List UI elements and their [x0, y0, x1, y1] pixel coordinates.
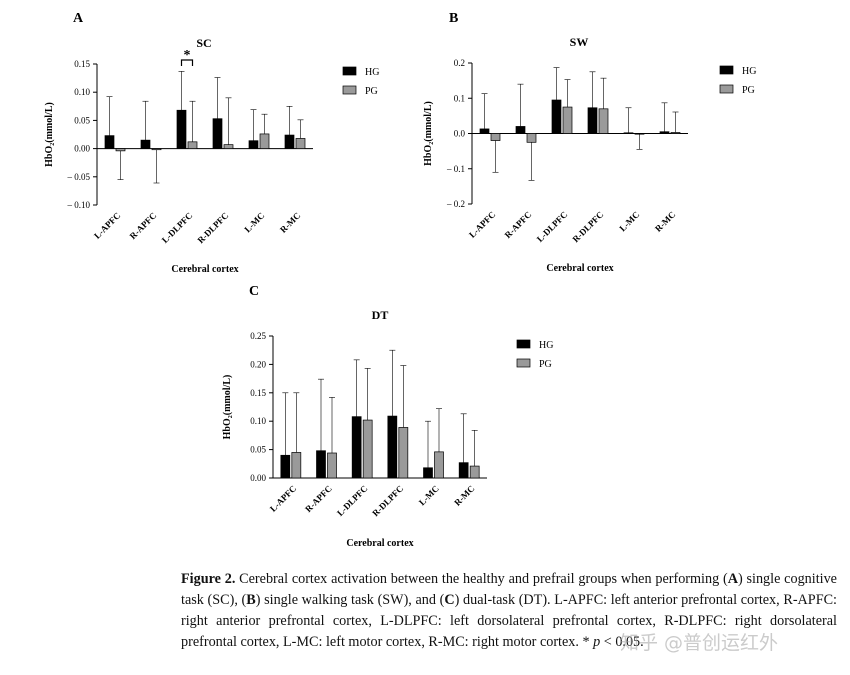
bar-pg — [469, 465, 480, 479]
bar-hg — [280, 454, 291, 479]
y-tick-label: 0.15 — [74, 59, 90, 69]
legend-swatch-hg — [719, 65, 734, 75]
panel-letter: C — [249, 284, 259, 299]
caption-p: p — [593, 634, 601, 650]
y-tick-label: 0.2 — [454, 58, 465, 68]
legend-label-pg: PG — [539, 359, 552, 370]
bar-hg — [351, 416, 362, 479]
x-category-label: R-MC — [452, 483, 476, 507]
caption-text-1: Cerebral cortex activation between the h… — [235, 571, 728, 587]
x-category-label: L-MC — [417, 483, 441, 507]
caption-letter-a: A — [727, 571, 738, 587]
y-tick-label: 0.0 — [454, 129, 466, 139]
x-category-label: L-APFC — [268, 483, 298, 513]
y-tick-label: 0.10 — [74, 87, 90, 97]
x-category-label: L-DLPFC — [335, 483, 370, 518]
legend-label-hg: HG — [539, 340, 553, 351]
y-tick-label: 0.00 — [250, 473, 266, 483]
y-axis-title: HbO₂(mmol/L) — [423, 101, 434, 166]
legend-swatch-pg — [516, 358, 531, 368]
y-tick-label: 0.10 — [250, 416, 266, 426]
legend-swatch-hg — [516, 339, 531, 349]
chart-title: SC — [196, 36, 211, 50]
caption-letter-c: C — [444, 592, 455, 608]
caption-text-4: ) dual-task (DT). L-APFC: left anterior … — [181, 592, 837, 650]
y-tick-label: – 0.10 — [67, 200, 91, 210]
bar-pg — [398, 427, 409, 479]
panel-letter: B — [449, 11, 458, 26]
y-tick-label: – 0.2 — [446, 199, 465, 209]
bar-pg — [291, 452, 302, 479]
significance-star: * — [184, 48, 191, 63]
caption-text-3: ) single walking task (SW), and ( — [255, 592, 445, 608]
panel-letter: A — [73, 11, 84, 26]
y-tick-label: 0.1 — [454, 93, 465, 103]
chart-title: DT — [372, 308, 389, 322]
chart-title: SW — [570, 35, 589, 49]
caption-letter-b: B — [246, 592, 256, 608]
y-axis-title: HbO₂(mmol/L) — [44, 102, 55, 167]
caption-text-2: ) single cognitive task (SC), ( — [181, 571, 837, 608]
legend-swatch-hg — [342, 66, 357, 76]
x-axis-title: Cerebral cortex — [171, 264, 238, 275]
y-tick-label: – 0.05 — [67, 172, 91, 182]
bar-pg — [434, 451, 444, 479]
y-tick-label: 0.05 — [250, 445, 266, 455]
significance-bracket — [180, 59, 194, 66]
y-axis-title: HbO₂(mmol/L) — [222, 375, 233, 440]
y-tick-label: 0.05 — [74, 115, 90, 125]
legend-swatch-pg — [719, 84, 734, 94]
figure-caption: Figure 2. Cerebral cortex activation bet… — [181, 569, 837, 653]
x-category-label: R-APFC — [303, 483, 334, 514]
x-axis-title: Cerebral cortex — [546, 263, 613, 274]
watermark-text: 知乎 @普创运红外 — [620, 632, 779, 654]
caption-label: Figure 2. — [181, 571, 236, 587]
legend-label-pg: PG — [365, 86, 378, 97]
y-tick-label: 0.00 — [74, 144, 90, 154]
y-tick-label: 0.15 — [250, 388, 266, 398]
x-axis-title: Cerebral cortex — [346, 538, 413, 549]
legend-label-hg: HG — [365, 67, 379, 78]
bar-hg — [423, 467, 433, 479]
bar-pg — [362, 419, 373, 479]
bar-hg — [316, 450, 326, 479]
bar-hg — [387, 415, 398, 479]
x-category-label: R-DLPFC — [370, 483, 405, 518]
bar-pg — [327, 452, 337, 479]
y-tick-label: 0.25 — [250, 331, 266, 341]
y-tick-label: 0.20 — [250, 359, 266, 369]
caption-text-5: < 0.05. — [600, 634, 644, 650]
legend-label-hg: HG — [742, 66, 756, 77]
legend-label-pg: PG — [742, 85, 755, 96]
chart-panel-a: A SC 0.15 0.10 0.05 0.00 – 0.05 – 0.10 HbO₂(mmol… — [44, 11, 379, 275]
legend-swatch-pg — [342, 85, 357, 95]
bar-hg — [458, 462, 469, 479]
y-tick-label: – 0.1 — [446, 164, 465, 174]
chart-panel-c: C DT 0.25 0.20 0.15 0.10 0.05 0.00 HbO₂(mmol/L) L… — [222, 284, 553, 549]
